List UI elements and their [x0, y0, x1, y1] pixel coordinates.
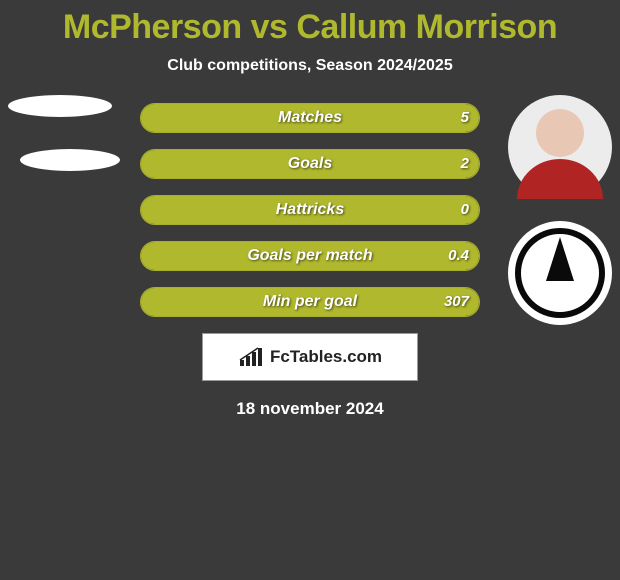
stat-label: Min per goal: [141, 288, 479, 316]
stat-value-right: 0: [461, 196, 469, 224]
brand-box[interactable]: FcTables.com: [202, 333, 418, 381]
comparison-panel: Matches5Goals2Hattricks0Goals per match0…: [0, 103, 620, 419]
stat-bars: Matches5Goals2Hattricks0Goals per match0…: [140, 103, 480, 317]
stat-value-right: 307: [444, 288, 469, 316]
stat-row: Goals per match0.4: [140, 241, 480, 271]
avatar-left-placeholder: [20, 149, 120, 171]
bars-icon: [238, 346, 264, 368]
subtitle: Club competitions, Season 2024/2025: [0, 57, 620, 75]
stat-value-right: 5: [461, 104, 469, 132]
stat-label: Hattricks: [141, 196, 479, 224]
stat-value-right: 0.4: [448, 242, 469, 270]
stat-row: Matches5: [140, 103, 480, 133]
date-line: 18 november 2024: [0, 399, 620, 419]
stat-row: Min per goal307: [140, 287, 480, 317]
stat-label: Goals per match: [141, 242, 479, 270]
club-logo-right: [508, 221, 612, 325]
stat-row: Hattricks0: [140, 195, 480, 225]
stat-value-right: 2: [461, 150, 469, 178]
avatar-left-placeholder: [8, 95, 112, 117]
stat-row: Goals2: [140, 149, 480, 179]
stat-label: Goals: [141, 150, 479, 178]
stat-label: Matches: [141, 104, 479, 132]
avatar-right: [508, 95, 612, 199]
page-title: McPherson vs Callum Morrison: [0, 0, 620, 47]
brand-label: FcTables.com: [270, 347, 382, 367]
